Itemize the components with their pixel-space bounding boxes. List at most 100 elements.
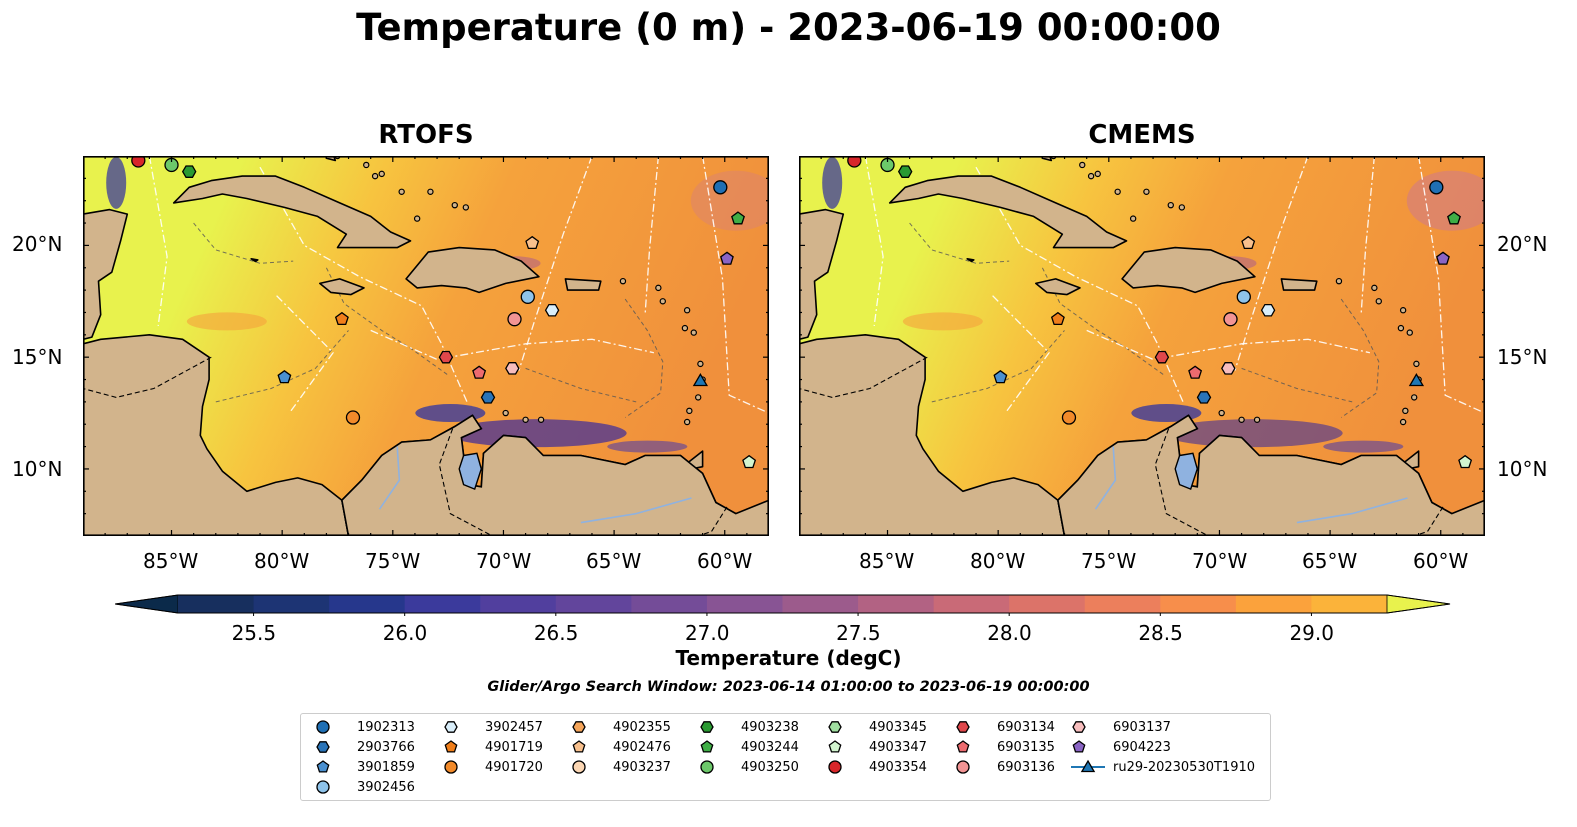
colorbar-segment xyxy=(631,595,708,613)
bathymetry-contour xyxy=(1340,298,1380,418)
colorbar-tick-label: 26.0 xyxy=(382,621,428,645)
small-island xyxy=(1167,201,1174,209)
country-border xyxy=(438,428,493,536)
small-island xyxy=(659,298,666,305)
hexagon-marker xyxy=(1072,721,1086,733)
lon-tick-label: 70°W xyxy=(476,549,532,573)
lat-tick-label: 20°N xyxy=(1497,232,1548,256)
eez-boundary xyxy=(991,294,1050,412)
lon-tick-label: 80°W xyxy=(970,549,1026,573)
eez-boundary xyxy=(275,294,334,412)
eez-boundary xyxy=(148,156,168,326)
colorbar-tick-label: 27.0 xyxy=(684,621,730,645)
country-border xyxy=(83,356,212,398)
hexagon-marker-icon xyxy=(700,721,714,733)
circle-marker xyxy=(316,780,330,794)
yucatan-cold-strip xyxy=(106,156,127,209)
float-marker-3902457 xyxy=(544,303,560,317)
float-marker-2903766 xyxy=(480,391,496,404)
float-marker-6903134 xyxy=(438,350,454,364)
colorbar-tick-label: 27.5 xyxy=(836,621,881,645)
legend-label: 6903135 xyxy=(997,740,1055,755)
land-hispaniola xyxy=(405,246,540,294)
lon-tick-label: 75°W xyxy=(365,549,421,573)
legend-label: 6903136 xyxy=(997,760,1055,775)
legend-label: 4903237 xyxy=(613,760,671,775)
small-island xyxy=(427,188,434,195)
pentagon-marker-icon xyxy=(1072,740,1086,753)
small-island xyxy=(619,277,627,285)
colorbar-segment xyxy=(782,595,859,613)
pentagon-marker xyxy=(956,740,970,753)
small-island xyxy=(462,204,470,211)
eez-boundary xyxy=(701,156,769,414)
river xyxy=(580,497,692,524)
float-marker-1902313 xyxy=(713,180,728,195)
small-island xyxy=(451,201,458,209)
legend-label: 4903354 xyxy=(869,760,927,775)
colorbar xyxy=(115,594,1451,616)
legend-label: 3901859 xyxy=(357,760,415,775)
circle-marker xyxy=(700,760,714,774)
float-marker-ru29-20230530T1910 xyxy=(1408,373,1425,387)
float-marker-4903238 xyxy=(181,165,197,178)
land-mainland xyxy=(83,414,769,536)
hexagon-marker xyxy=(828,721,842,733)
colorbar-segment xyxy=(329,595,406,613)
colorbar-segment xyxy=(933,595,1010,613)
small-island xyxy=(683,418,691,426)
float-marker-4901719 xyxy=(334,311,349,326)
circle-marker-icon xyxy=(828,760,842,774)
small-island xyxy=(690,329,697,336)
float-marker-3901859 xyxy=(277,369,292,384)
hexagon-marker xyxy=(572,721,586,733)
colorbar-tick-label: 25.5 xyxy=(231,621,277,645)
float-marker-6903137 xyxy=(505,362,520,375)
land-bigisland_caymans xyxy=(250,258,259,263)
country-border xyxy=(1414,506,1444,536)
small-island xyxy=(413,215,421,222)
legend-label: 4901719 xyxy=(485,740,543,755)
upwelling-band xyxy=(1162,419,1343,448)
land-yucatan xyxy=(83,208,129,341)
river xyxy=(1094,446,1117,510)
float-marker-4902476 xyxy=(525,235,540,250)
bathymetry-contour xyxy=(909,222,1010,264)
lat-tick-label: 20°N xyxy=(12,232,63,256)
upwelling-band xyxy=(446,419,627,448)
small-island xyxy=(694,394,702,401)
hexagon-marker-icon xyxy=(1072,721,1086,733)
hexagon-marker xyxy=(956,721,970,733)
float-marker-1902313 xyxy=(1429,180,1444,195)
small-island xyxy=(1371,284,1378,292)
land-yucatan xyxy=(799,208,845,341)
float-marker-3901859 xyxy=(993,369,1008,384)
colorbar-tick-label: 28.0 xyxy=(987,621,1032,645)
float-marker-6904223 xyxy=(1436,251,1450,265)
lon-tick-label: 60°W xyxy=(1413,549,1469,573)
lat-tick-label: 10°N xyxy=(1497,457,1548,481)
colorbar-ticks: 25.5 26.0 26.5 27.0 27.5 28.0 28.5 29.0 xyxy=(0,621,1577,645)
circle-marker xyxy=(828,760,842,774)
river xyxy=(378,446,401,510)
float-marker-3902457 xyxy=(1260,303,1276,317)
colorbar-tick-label: 26.5 xyxy=(533,621,579,645)
pentagon-marker xyxy=(1072,740,1086,753)
float-marker-6903135 xyxy=(1188,365,1203,379)
eez-boundary xyxy=(518,156,593,371)
pentagon-marker-icon xyxy=(444,740,458,753)
small-island xyxy=(1397,324,1405,332)
lat-tick-label: 15°N xyxy=(1497,345,1548,369)
panel-title-cmems: CMEMS xyxy=(1088,120,1196,150)
country-border xyxy=(1154,428,1209,536)
circle-marker-icon xyxy=(316,780,330,794)
small-island xyxy=(1406,329,1413,336)
lon-tick-label: 80°W xyxy=(254,549,310,573)
float-marker-4903347 xyxy=(1458,454,1473,469)
colorbar-tick-label: 28.5 xyxy=(1138,621,1183,645)
legend-label: 4902355 xyxy=(613,720,671,735)
country-border xyxy=(799,356,928,398)
float-marker-2903766 xyxy=(1196,391,1212,404)
small-island xyxy=(1410,394,1418,401)
float-marker-4903244 xyxy=(731,211,745,225)
